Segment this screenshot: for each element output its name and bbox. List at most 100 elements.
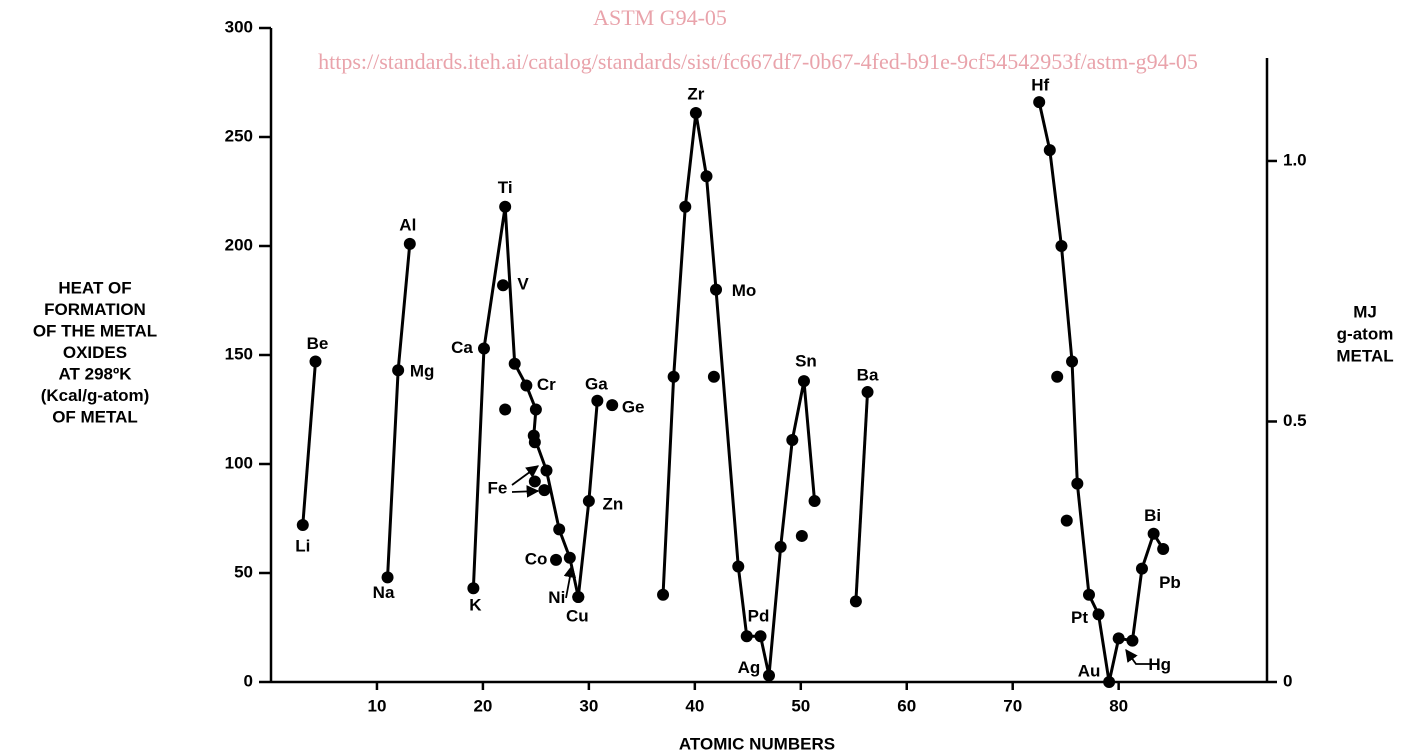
- data-point: [1043, 144, 1056, 157]
- data-point: [529, 403, 542, 416]
- data-point: [707, 370, 720, 383]
- data-point: [679, 200, 692, 213]
- point-label: Co: [525, 549, 548, 568]
- y-tick-label: 250: [225, 126, 253, 145]
- data-point: [1051, 370, 1064, 383]
- data-point: [861, 386, 874, 399]
- y-tick-label: 200: [225, 235, 253, 254]
- point-label: Li: [295, 537, 310, 556]
- data-point: [591, 394, 604, 407]
- point-label: Ti: [498, 178, 513, 197]
- point-label: Ba: [857, 366, 879, 385]
- data-point: [795, 529, 808, 542]
- y-tick-label: 100: [225, 453, 253, 472]
- point-label: Bi: [1144, 506, 1161, 525]
- data-point: [499, 403, 512, 416]
- data-point: [553, 523, 566, 536]
- data-point: [550, 553, 563, 566]
- point-label: Ca: [451, 338, 473, 357]
- x-tick-label: 40: [685, 696, 704, 715]
- data-point: [520, 379, 533, 392]
- point-label: Mo: [732, 281, 757, 300]
- y-tick-label: 0: [244, 671, 253, 690]
- watermark-title: ASTM G94-05: [593, 5, 727, 30]
- point-label: Ag: [738, 658, 761, 677]
- data-point: [1071, 477, 1084, 490]
- y-axis-label: OF THE METAL: [33, 321, 157, 340]
- y-axis-label: FORMATION: [44, 300, 146, 319]
- watermark-url: https://standards.iteh.ai/catalog/standa…: [318, 49, 1198, 74]
- x-tick-label: 70: [1003, 696, 1022, 715]
- data-point: [1033, 96, 1046, 109]
- data-point: [606, 399, 619, 412]
- series-line: [471, 206, 580, 598]
- x-tick-label: 30: [579, 696, 598, 715]
- data-point: [1103, 676, 1116, 688]
- data-point: [497, 279, 510, 292]
- data-point: [1126, 634, 1139, 647]
- point-label: Pd: [748, 607, 770, 626]
- data-point: [467, 582, 480, 595]
- data-point: [1157, 543, 1170, 556]
- data-point: [582, 495, 595, 508]
- point-label: Al: [399, 215, 416, 234]
- data-point: [689, 107, 702, 120]
- data-point: [1112, 632, 1125, 645]
- data-point: [403, 237, 416, 250]
- data-point: [667, 370, 680, 383]
- data-point: [849, 595, 862, 608]
- data-point: [540, 464, 553, 477]
- leader-arrow: [563, 564, 577, 599]
- data-point: [657, 588, 670, 601]
- data-point: [774, 540, 787, 553]
- point-label: Cu: [566, 606, 589, 625]
- x-axis-label: ATOMIC NUMBERS: [679, 734, 835, 753]
- data-point: [797, 375, 810, 388]
- data-point: [1092, 608, 1105, 621]
- y-axis-label: HEAT OF: [58, 278, 131, 297]
- data-point: [700, 170, 713, 183]
- data-point: [1147, 527, 1160, 540]
- data-point: [528, 436, 541, 449]
- x-tick-label: 50: [791, 696, 810, 715]
- x-tick-label: 80: [1109, 696, 1128, 715]
- data-point: [392, 364, 405, 377]
- point-label: Zr: [687, 85, 704, 104]
- point-label: K: [469, 596, 482, 615]
- x-tick-label: 60: [897, 696, 916, 715]
- leader-arrow: [511, 465, 540, 486]
- data-point: [538, 484, 551, 497]
- point-label: Sn: [795, 352, 817, 371]
- point-label: Hg: [1148, 655, 1171, 674]
- series-line: [301, 361, 317, 526]
- point-label: Ge: [622, 398, 645, 417]
- point-label: V: [517, 275, 529, 294]
- leader-arrow: [511, 485, 540, 498]
- point-label: Au: [1078, 661, 1101, 680]
- y-tick-label: 300: [225, 17, 253, 36]
- series-line: [854, 391, 870, 602]
- data-point: [528, 475, 541, 488]
- data-point: [1055, 240, 1068, 252]
- data-point: [572, 590, 585, 603]
- x-tick-label: 10: [367, 696, 386, 715]
- data-point: [477, 342, 490, 355]
- data-point: [710, 283, 723, 296]
- y2-axis-label: g-atom: [1337, 324, 1394, 343]
- y-axis-label: AT 298ºK: [59, 364, 133, 383]
- y-axis-label: OXIDES: [63, 343, 127, 362]
- data-point: [1066, 355, 1079, 368]
- y-axis-label: (Kcal/g-atom): [41, 386, 150, 405]
- y2-axis-label: MJ: [1353, 302, 1377, 321]
- data-point: [508, 357, 521, 370]
- y-axis-label: OF METAL: [52, 407, 138, 426]
- point-label: Zn: [602, 495, 623, 514]
- y-tick-label: 50: [234, 562, 253, 581]
- data-point: [1060, 514, 1073, 527]
- data-point: [296, 519, 309, 532]
- data-point: [309, 355, 322, 368]
- data-point: [499, 200, 512, 213]
- series-line: [661, 112, 817, 676]
- point-label: Hf: [1031, 76, 1049, 95]
